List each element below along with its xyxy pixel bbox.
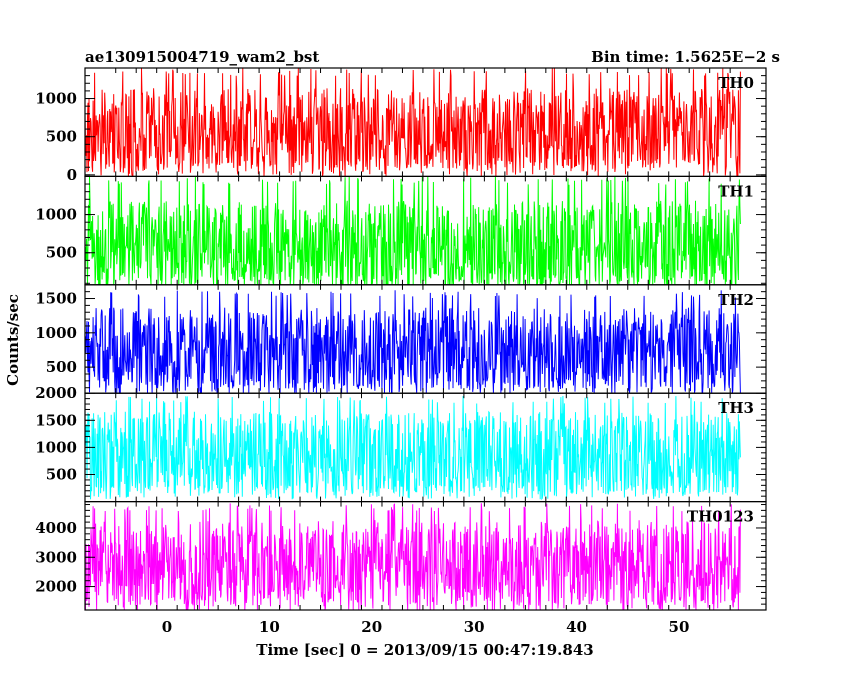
y-tick-label: 500 [46,244,77,262]
y-tick-label: 1500 [35,411,77,429]
y-tick-label: 2000 [35,384,77,402]
panel-th0: 0 500 1000 TH0 [35,67,767,184]
x-tick-label: 30 [464,618,485,636]
panel-label-th0123: TH0123 [687,508,754,526]
x-tick-label: 0 [162,618,172,636]
x-tick-label: 20 [361,618,382,636]
y-tick-label: 500 [46,466,77,484]
y-tick-label: 3000 [35,548,77,566]
series-th0123 [85,503,741,611]
x-axis-label: Time [sec] 0 = 2013/09/15 00:47:19.843 [256,641,593,659]
panel-th0123: 2000 3000 4000 TH0123 [35,501,767,611]
y-axis-label: Counts/sec [4,294,22,386]
x-tick-label: 50 [669,618,690,636]
panel-th2: 500 1000 1500 TH2 [35,284,767,394]
panel-label-th0: TH0 [718,74,754,92]
series-th3 [85,395,741,501]
y-tick-label: 0 [67,166,77,184]
y-tick-label: 1000 [35,438,77,456]
panel-label-th1: TH1 [718,182,754,200]
y-tick-label: 500 [46,358,77,376]
x-tick-label: 10 [259,618,280,636]
y-tick-label: 1500 [35,290,77,308]
panel-label-th2: TH2 [718,291,754,309]
y-tick-label: 2000 [35,578,77,596]
y-tick-label: 1000 [35,90,77,108]
series-th0 [85,68,741,177]
panel-th1: 500 1000 TH1 [35,175,767,286]
plot-title-right: Bin time: 1.5625E−2 s [591,48,780,66]
y-tick-label: 4000 [35,519,77,537]
x-tick-label: 40 [566,618,587,636]
y-tick-label: 1000 [35,324,77,342]
y-tick-label: 1000 [35,206,77,224]
series-th2 [85,290,741,394]
panel-frame [84,501,767,611]
x-tick-labels: 0 10 20 30 40 50 [162,618,690,636]
y-tick-label: 500 [46,128,77,146]
panel-label-th3: TH3 [718,399,754,417]
panel-th3: 500 1000 1500 2000 TH3 [35,384,767,503]
series-th1 [85,176,741,285]
plot-title-left: ae130915004719_wam2_bst [85,48,319,66]
